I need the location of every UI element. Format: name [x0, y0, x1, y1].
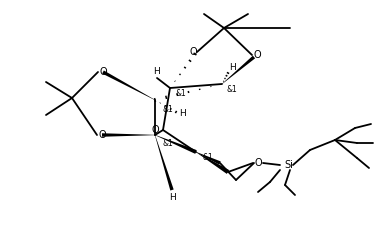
Text: O: O [98, 130, 106, 140]
Text: O: O [254, 158, 262, 168]
Text: O: O [99, 67, 107, 77]
Text: H: H [230, 63, 237, 73]
Polygon shape [222, 56, 255, 84]
Text: Si: Si [285, 160, 293, 170]
Polygon shape [102, 70, 155, 100]
Polygon shape [155, 135, 174, 190]
Text: &1: &1 [163, 138, 173, 148]
Polygon shape [196, 152, 221, 165]
Text: &1: &1 [203, 153, 213, 162]
Text: O: O [189, 47, 197, 57]
Text: O: O [151, 125, 159, 135]
Polygon shape [155, 135, 197, 154]
Text: H: H [169, 193, 176, 201]
Text: &1: &1 [176, 90, 187, 98]
Text: &1: &1 [163, 105, 173, 113]
Polygon shape [196, 152, 229, 174]
Text: O: O [253, 50, 261, 60]
Text: H: H [179, 109, 185, 119]
Text: &1: &1 [227, 86, 237, 94]
Polygon shape [102, 133, 155, 137]
Text: H: H [154, 67, 160, 77]
